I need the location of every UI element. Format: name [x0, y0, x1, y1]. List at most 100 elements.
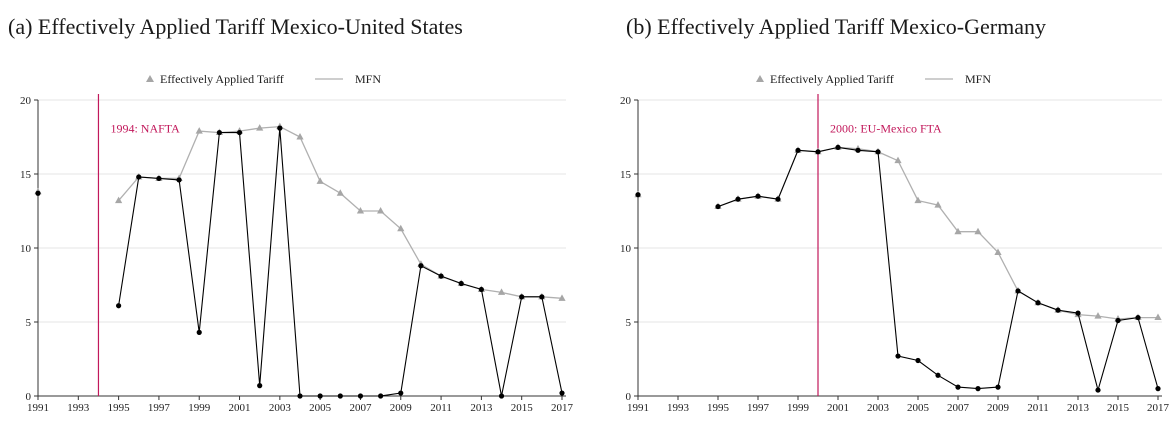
data-point-circle — [236, 129, 243, 136]
data-point-triangle — [974, 227, 982, 235]
data-point-triangle — [497, 288, 506, 295]
legend-label-mfn: MFN — [355, 72, 381, 86]
data-point-circle — [1095, 387, 1101, 393]
panel-germany: (b) Effectively Applied Tariff Mexico-Ge… — [610, 0, 1172, 423]
legend-label-mfn: MFN — [965, 72, 991, 86]
x-tick-label: 2007 — [349, 402, 372, 414]
data-point-circle — [398, 390, 404, 396]
y-tick-label: 10 — [20, 243, 32, 255]
data-point-circle — [458, 280, 464, 287]
data-point-triangle — [397, 224, 405, 232]
data-point-circle — [136, 174, 142, 180]
data-point-triangle — [356, 207, 365, 214]
data-point-circle — [715, 203, 721, 210]
data-point-triangle — [316, 177, 324, 184]
x-tick-label: 2003 — [867, 402, 890, 414]
x-tick-label: 2001 — [229, 402, 251, 414]
data-point-circle — [378, 393, 384, 399]
data-point-circle — [216, 129, 222, 136]
data-point-triangle — [1094, 312, 1102, 319]
data-point-circle — [539, 294, 545, 300]
data-point-circle — [1015, 288, 1021, 294]
series-line-mfn — [717, 146, 1158, 320]
data-point-triangle — [296, 133, 304, 140]
data-point-circle — [735, 196, 741, 202]
data-point-circle — [635, 192, 641, 198]
y-tick-label: 0 — [626, 391, 632, 403]
data-point-triangle — [115, 196, 123, 204]
data-point-triangle — [256, 124, 264, 131]
x-tick-label: 2011 — [1027, 402, 1049, 414]
series-line-mfn — [118, 125, 563, 299]
x-tick-label: 1995 — [108, 402, 131, 414]
legend-triangle-icon — [756, 75, 764, 82]
legend-label-eat: Effectively Applied Tariff — [160, 72, 284, 86]
data-point-circle — [755, 193, 761, 199]
y-tick-label: 10 — [620, 243, 632, 255]
x-tick-label: 1991 — [627, 402, 649, 414]
chart-title-germany: (b) Effectively Applied Tariff Mexico-Ge… — [626, 14, 1046, 39]
data-point-circle — [176, 177, 182, 183]
data-point-triangle — [195, 127, 203, 134]
x-tick-label: 2011 — [430, 402, 452, 414]
data-point-circle — [196, 329, 202, 335]
data-point-circle — [1055, 307, 1061, 313]
data-point-circle — [875, 149, 881, 155]
data-point-circle — [935, 372, 941, 378]
series-line-black — [118, 128, 563, 397]
data-point-circle — [795, 147, 801, 153]
data-point-circle — [357, 393, 364, 399]
x-tick-label: 1995 — [707, 402, 730, 414]
x-tick-label: 2007 — [947, 402, 970, 414]
data-point-circle — [895, 353, 901, 359]
x-tick-label: 2015 — [511, 402, 534, 414]
y-tick-label: 20 — [620, 95, 632, 107]
data-point-circle — [297, 393, 303, 399]
data-point-triangle — [558, 294, 566, 301]
data-point-circle — [35, 190, 41, 196]
data-point-circle — [855, 147, 861, 153]
y-tick-label: 5 — [26, 317, 32, 329]
data-point-triangle — [934, 201, 942, 208]
y-tick-label: 5 — [626, 317, 632, 329]
x-tick-label: 2017 — [1147, 402, 1170, 414]
y-tick-label: 0 — [26, 391, 32, 403]
data-point-triangle — [954, 227, 962, 235]
x-tick-label: 2001 — [827, 402, 849, 414]
x-tick-label: 2009 — [390, 402, 413, 414]
data-point-triangle — [377, 207, 385, 214]
legend-label-eat: Effectively Applied Tariff — [770, 72, 894, 86]
chart-us: 0 5 10 15 20 1991 1993 1995 1997 1999 2001 2003 2005… — [20, 72, 574, 414]
data-point-circle — [815, 149, 821, 155]
annotation-label: 1994: NAFTA — [110, 122, 180, 136]
data-point-circle — [438, 273, 444, 279]
panel-us: (a) Effectively Applied Tariff Mexico-Un… — [8, 14, 574, 414]
data-point-circle — [116, 303, 122, 309]
data-point-triangle — [914, 196, 922, 204]
x-tick-label: 2015 — [1107, 402, 1130, 414]
chart-title-us: (a) Effectively Applied Tariff Mexico-Un… — [8, 14, 463, 39]
data-point-circle — [559, 390, 565, 396]
data-point-circle — [1115, 317, 1121, 324]
data-point-circle — [1035, 300, 1041, 306]
data-point-circle — [1075, 310, 1081, 316]
chart-germany: 0 5 10 15 20 1991 1993 1995 1997 1999 2001 2003 2005… — [620, 72, 1170, 414]
data-point-circle — [775, 196, 781, 202]
data-point-circle — [317, 393, 323, 399]
data-point-circle — [418, 263, 424, 269]
legend-triangle-icon — [146, 75, 154, 82]
data-point-circle — [519, 294, 525, 300]
data-point-circle — [835, 144, 841, 150]
x-tick-label: 2005 — [907, 402, 930, 414]
data-point-circle — [955, 384, 961, 390]
x-tick-label: 1997 — [148, 402, 171, 414]
y-tick-label: 20 — [20, 95, 32, 107]
data-point-circle — [156, 175, 162, 182]
x-tick-label: 1997 — [747, 402, 770, 414]
x-tick-label: 1999 — [787, 402, 810, 414]
data-point-circle — [257, 383, 263, 389]
series-line-black — [717, 146, 1159, 393]
x-tick-label: 2009 — [987, 402, 1010, 414]
y-tick-label: 15 — [20, 169, 32, 181]
data-point-circle — [498, 393, 505, 399]
